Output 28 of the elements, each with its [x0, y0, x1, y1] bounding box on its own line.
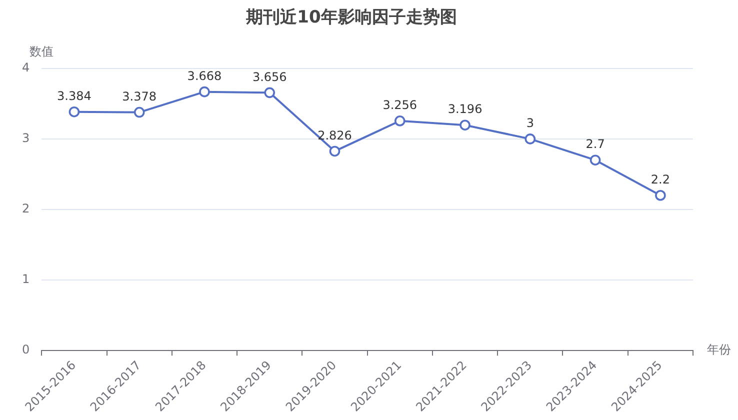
- point: [134, 106, 145, 118]
- point: [329, 146, 340, 157]
- chart-title: 期刊近10年影响因子走势图: [245, 8, 457, 28]
- data-label: 3.378: [122, 89, 157, 104]
- y-tick-label: 0: [22, 342, 30, 357]
- y-tick-label: 3: [22, 131, 30, 146]
- point: [590, 154, 601, 166]
- data-label: 2.2: [650, 172, 670, 186]
- point: [394, 115, 406, 126]
- y-tick-label: 1: [22, 272, 30, 286]
- data-label: 2.7: [586, 137, 605, 152]
- x-axis-title: 年份: [707, 342, 731, 357]
- point: [460, 120, 470, 131]
- y-tick-label: 4: [22, 60, 30, 75]
- data-label: 2.826: [318, 128, 352, 142]
- point: [199, 86, 210, 98]
- point: [655, 190, 666, 201]
- point: [68, 106, 80, 118]
- data-label: 3.256: [382, 98, 418, 112]
- data-label: 3.668: [187, 68, 222, 83]
- y-axis-title: 数值: [30, 44, 54, 59]
- data-label: 3: [526, 116, 534, 130]
- data-label: 3.384: [57, 88, 92, 103]
- y-tick-label: 2: [22, 202, 30, 216]
- point: [264, 87, 276, 98]
- point: [524, 134, 536, 144]
- data-label: 3.656: [252, 70, 287, 84]
- data-label: 3.196: [448, 102, 482, 116]
